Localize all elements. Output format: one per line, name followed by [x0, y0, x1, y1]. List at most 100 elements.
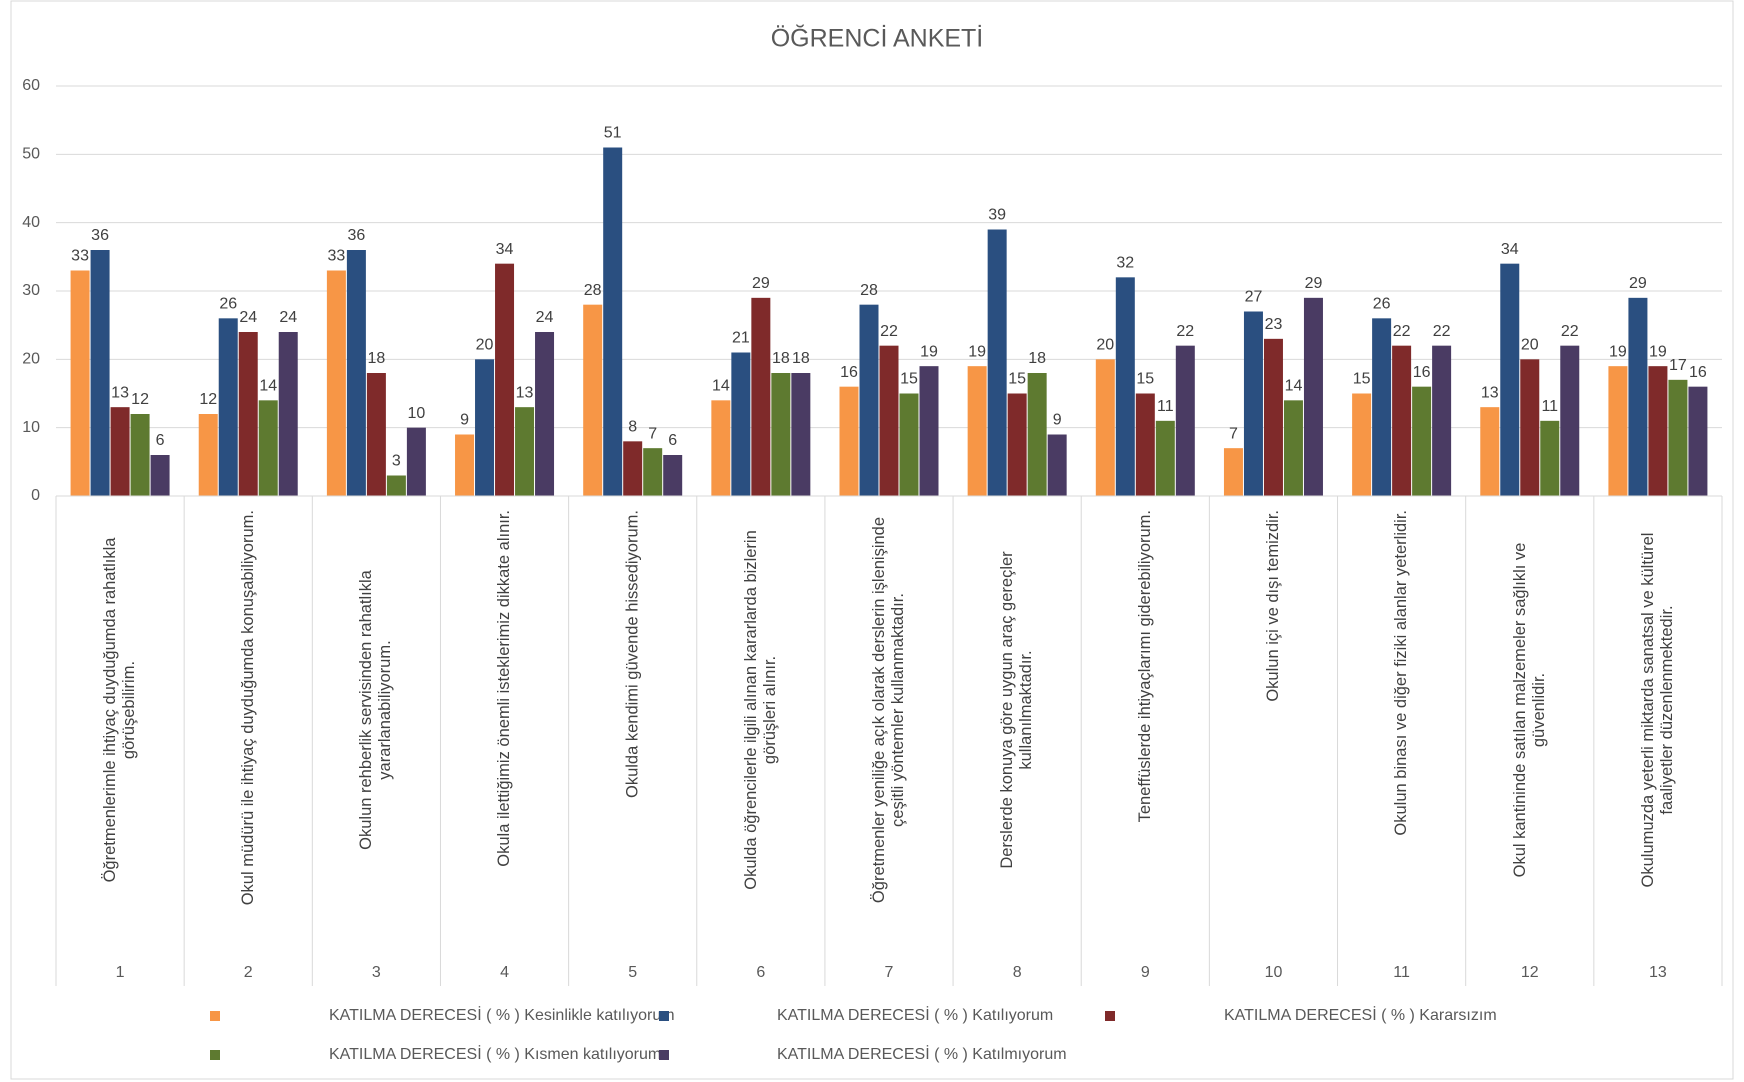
data-label: 18 — [367, 350, 385, 367]
data-label: 7 — [1229, 425, 1238, 442]
data-label: 22 — [1561, 323, 1579, 340]
bar — [1520, 359, 1540, 496]
data-label: 22 — [1393, 323, 1411, 340]
x-tick-label: 5 — [628, 964, 637, 981]
data-label: 16 — [840, 364, 858, 381]
x-tick-label: 9 — [1141, 964, 1150, 981]
data-label: 26 — [219, 296, 237, 313]
bar — [1560, 345, 1580, 496]
data-label: 22 — [1176, 323, 1194, 340]
data-label: 39 — [988, 207, 1006, 224]
category-label: Okul kantininde satılan malzemeler sağlı… — [1510, 542, 1548, 878]
data-label: 8 — [628, 419, 637, 436]
data-label: 6 — [668, 432, 677, 449]
bar — [1352, 393, 1372, 496]
data-label: 19 — [920, 343, 938, 360]
x-tick-label: 6 — [756, 964, 765, 981]
bar — [1095, 359, 1115, 496]
bar — [218, 318, 238, 496]
bar — [1027, 373, 1047, 496]
x-tick-label: 12 — [1521, 964, 1539, 981]
data-label: 16 — [1689, 364, 1707, 381]
data-label: 15 — [1353, 371, 1371, 388]
x-tick-label: 8 — [1013, 964, 1022, 981]
chart-frame — [10, 0, 1734, 1080]
data-label: 12 — [199, 391, 217, 408]
data-label: 22 — [1433, 323, 1451, 340]
data-label: 18 — [1028, 350, 1046, 367]
legend-marker — [1105, 1011, 1115, 1021]
bar — [791, 373, 811, 496]
bar — [899, 393, 919, 496]
data-label: 29 — [752, 275, 770, 292]
y-tick-label: 50 — [22, 146, 40, 163]
bar — [258, 400, 278, 496]
bar — [515, 407, 535, 496]
bar — [1155, 420, 1175, 496]
data-label: 13 — [111, 384, 129, 401]
data-label: 20 — [476, 337, 494, 354]
bar — [1243, 311, 1263, 496]
data-label: 24 — [239, 309, 257, 326]
category-label: Öğretmenlerimle ihtiyaç duyduğumda rahat… — [101, 537, 139, 883]
bar — [1432, 345, 1452, 496]
category-label: Okulun binası ve diğer fiziki alanlar ye… — [1392, 510, 1411, 836]
data-label: 15 — [900, 371, 918, 388]
data-label: 15 — [1008, 371, 1026, 388]
bar — [110, 407, 130, 496]
bar — [150, 455, 170, 496]
bar — [839, 386, 859, 496]
data-label: 9 — [460, 412, 469, 429]
bar — [475, 359, 495, 496]
bar — [455, 434, 475, 496]
data-label: 10 — [407, 405, 425, 422]
chart-title: ÖĞRENCİ ANKETİ — [771, 24, 984, 53]
category-label: Okulun rehberlik servisinden rahatlıkla … — [357, 570, 395, 850]
bar — [495, 263, 515, 496]
y-tick-label: 40 — [22, 214, 40, 231]
x-tick-label: 11 — [1393, 964, 1410, 981]
data-label: 9 — [1053, 412, 1062, 429]
data-label: 19 — [968, 343, 986, 360]
bar — [1303, 297, 1323, 496]
x-tick-label: 4 — [500, 964, 509, 981]
legend-label: KATILMA DERECESİ ( % ) Kısmen katılıyoru… — [329, 1044, 661, 1063]
data-label: 13 — [1481, 384, 1499, 401]
bar — [70, 270, 90, 496]
data-label: 7 — [648, 425, 657, 442]
data-label: 24 — [536, 309, 554, 326]
data-label: 18 — [772, 350, 790, 367]
bar — [1608, 366, 1628, 496]
bar — [1628, 297, 1648, 496]
data-label: 13 — [516, 384, 534, 401]
legend-label: KATILMA DERECESİ ( % ) Kesinlikle katılı… — [329, 1005, 675, 1024]
bar — [1688, 386, 1708, 496]
bar — [623, 441, 643, 496]
bar — [1500, 263, 1520, 496]
data-label: 16 — [1413, 364, 1431, 381]
data-label: 21 — [732, 330, 750, 347]
x-tick-label: 13 — [1649, 964, 1667, 981]
legend-marker — [659, 1011, 669, 1021]
bar — [1007, 393, 1027, 496]
data-label: 27 — [1245, 289, 1263, 306]
x-tick-label: 2 — [244, 964, 253, 981]
data-label: 33 — [327, 248, 345, 265]
bar — [346, 250, 366, 496]
data-label: 14 — [259, 378, 277, 395]
category-label: Teneffüslerde ihtiyaçlarımı giderebiliyo… — [1135, 510, 1154, 823]
bar — [1668, 379, 1688, 496]
bar — [711, 400, 731, 496]
data-label: 28 — [584, 282, 602, 299]
data-label: 17 — [1669, 357, 1687, 374]
data-label: 14 — [1285, 378, 1303, 395]
data-label: 23 — [1265, 316, 1283, 333]
data-label: 34 — [1501, 241, 1519, 258]
bar — [879, 345, 899, 496]
bar — [278, 332, 298, 496]
data-label: 19 — [1609, 343, 1627, 360]
legend-label: KATILMA DERECESİ ( % ) Katılmıyorum — [777, 1044, 1067, 1063]
bar — [130, 414, 150, 496]
bar — [583, 304, 603, 496]
